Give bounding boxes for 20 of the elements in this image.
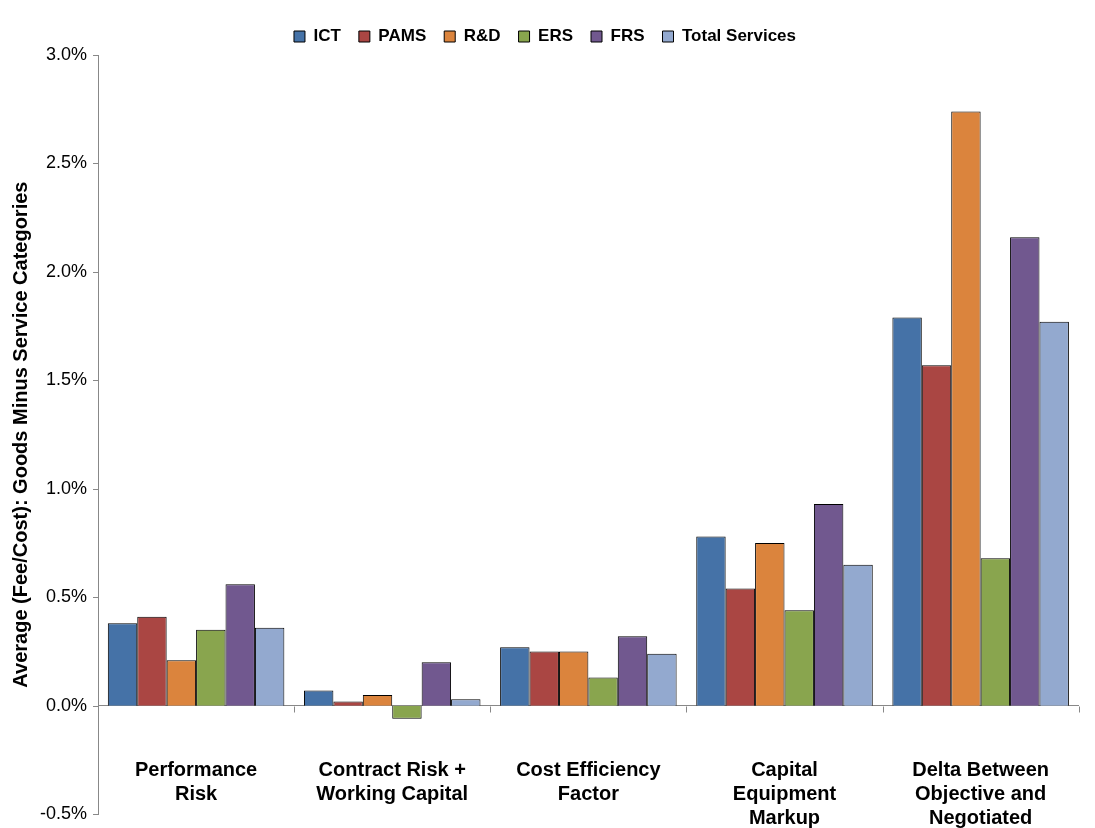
y-tick-label: 2.0% [45, 260, 88, 281]
x-tick-label: Capital Equipment Markup [732, 758, 837, 828]
y-tick-label: -0.5% [39, 803, 88, 824]
y-tick-label: 2.5% [45, 152, 88, 173]
y-axis-title: Average (Fee/Cost): Goods Minus Service Categories [8, 181, 31, 688]
y-tick-label: 0.0% [45, 694, 88, 715]
x-tick-label: Performance Risk [134, 758, 258, 805]
y-tick-label: 0.5% [45, 586, 88, 607]
y-tick-label: 1.0% [45, 477, 88, 498]
legend-label: Total Services [682, 26, 797, 46]
legend-label: ERS [538, 26, 574, 46]
legend-label: ICT [313, 26, 342, 46]
y-tick-label: 3.0% [45, 43, 88, 64]
x-tick-label: Contract Risk + Working Capital [316, 758, 469, 805]
legend-label: FRS [610, 26, 645, 46]
x-tick-label: Cost Efficiency Factor [516, 758, 662, 805]
y-tick-label: 1.5% [45, 369, 88, 390]
x-tick-label: Delta Between Objective and Negotiated [912, 758, 1049, 828]
legend-label: PAMS [378, 26, 427, 46]
legend-label: R&D [463, 26, 501, 46]
